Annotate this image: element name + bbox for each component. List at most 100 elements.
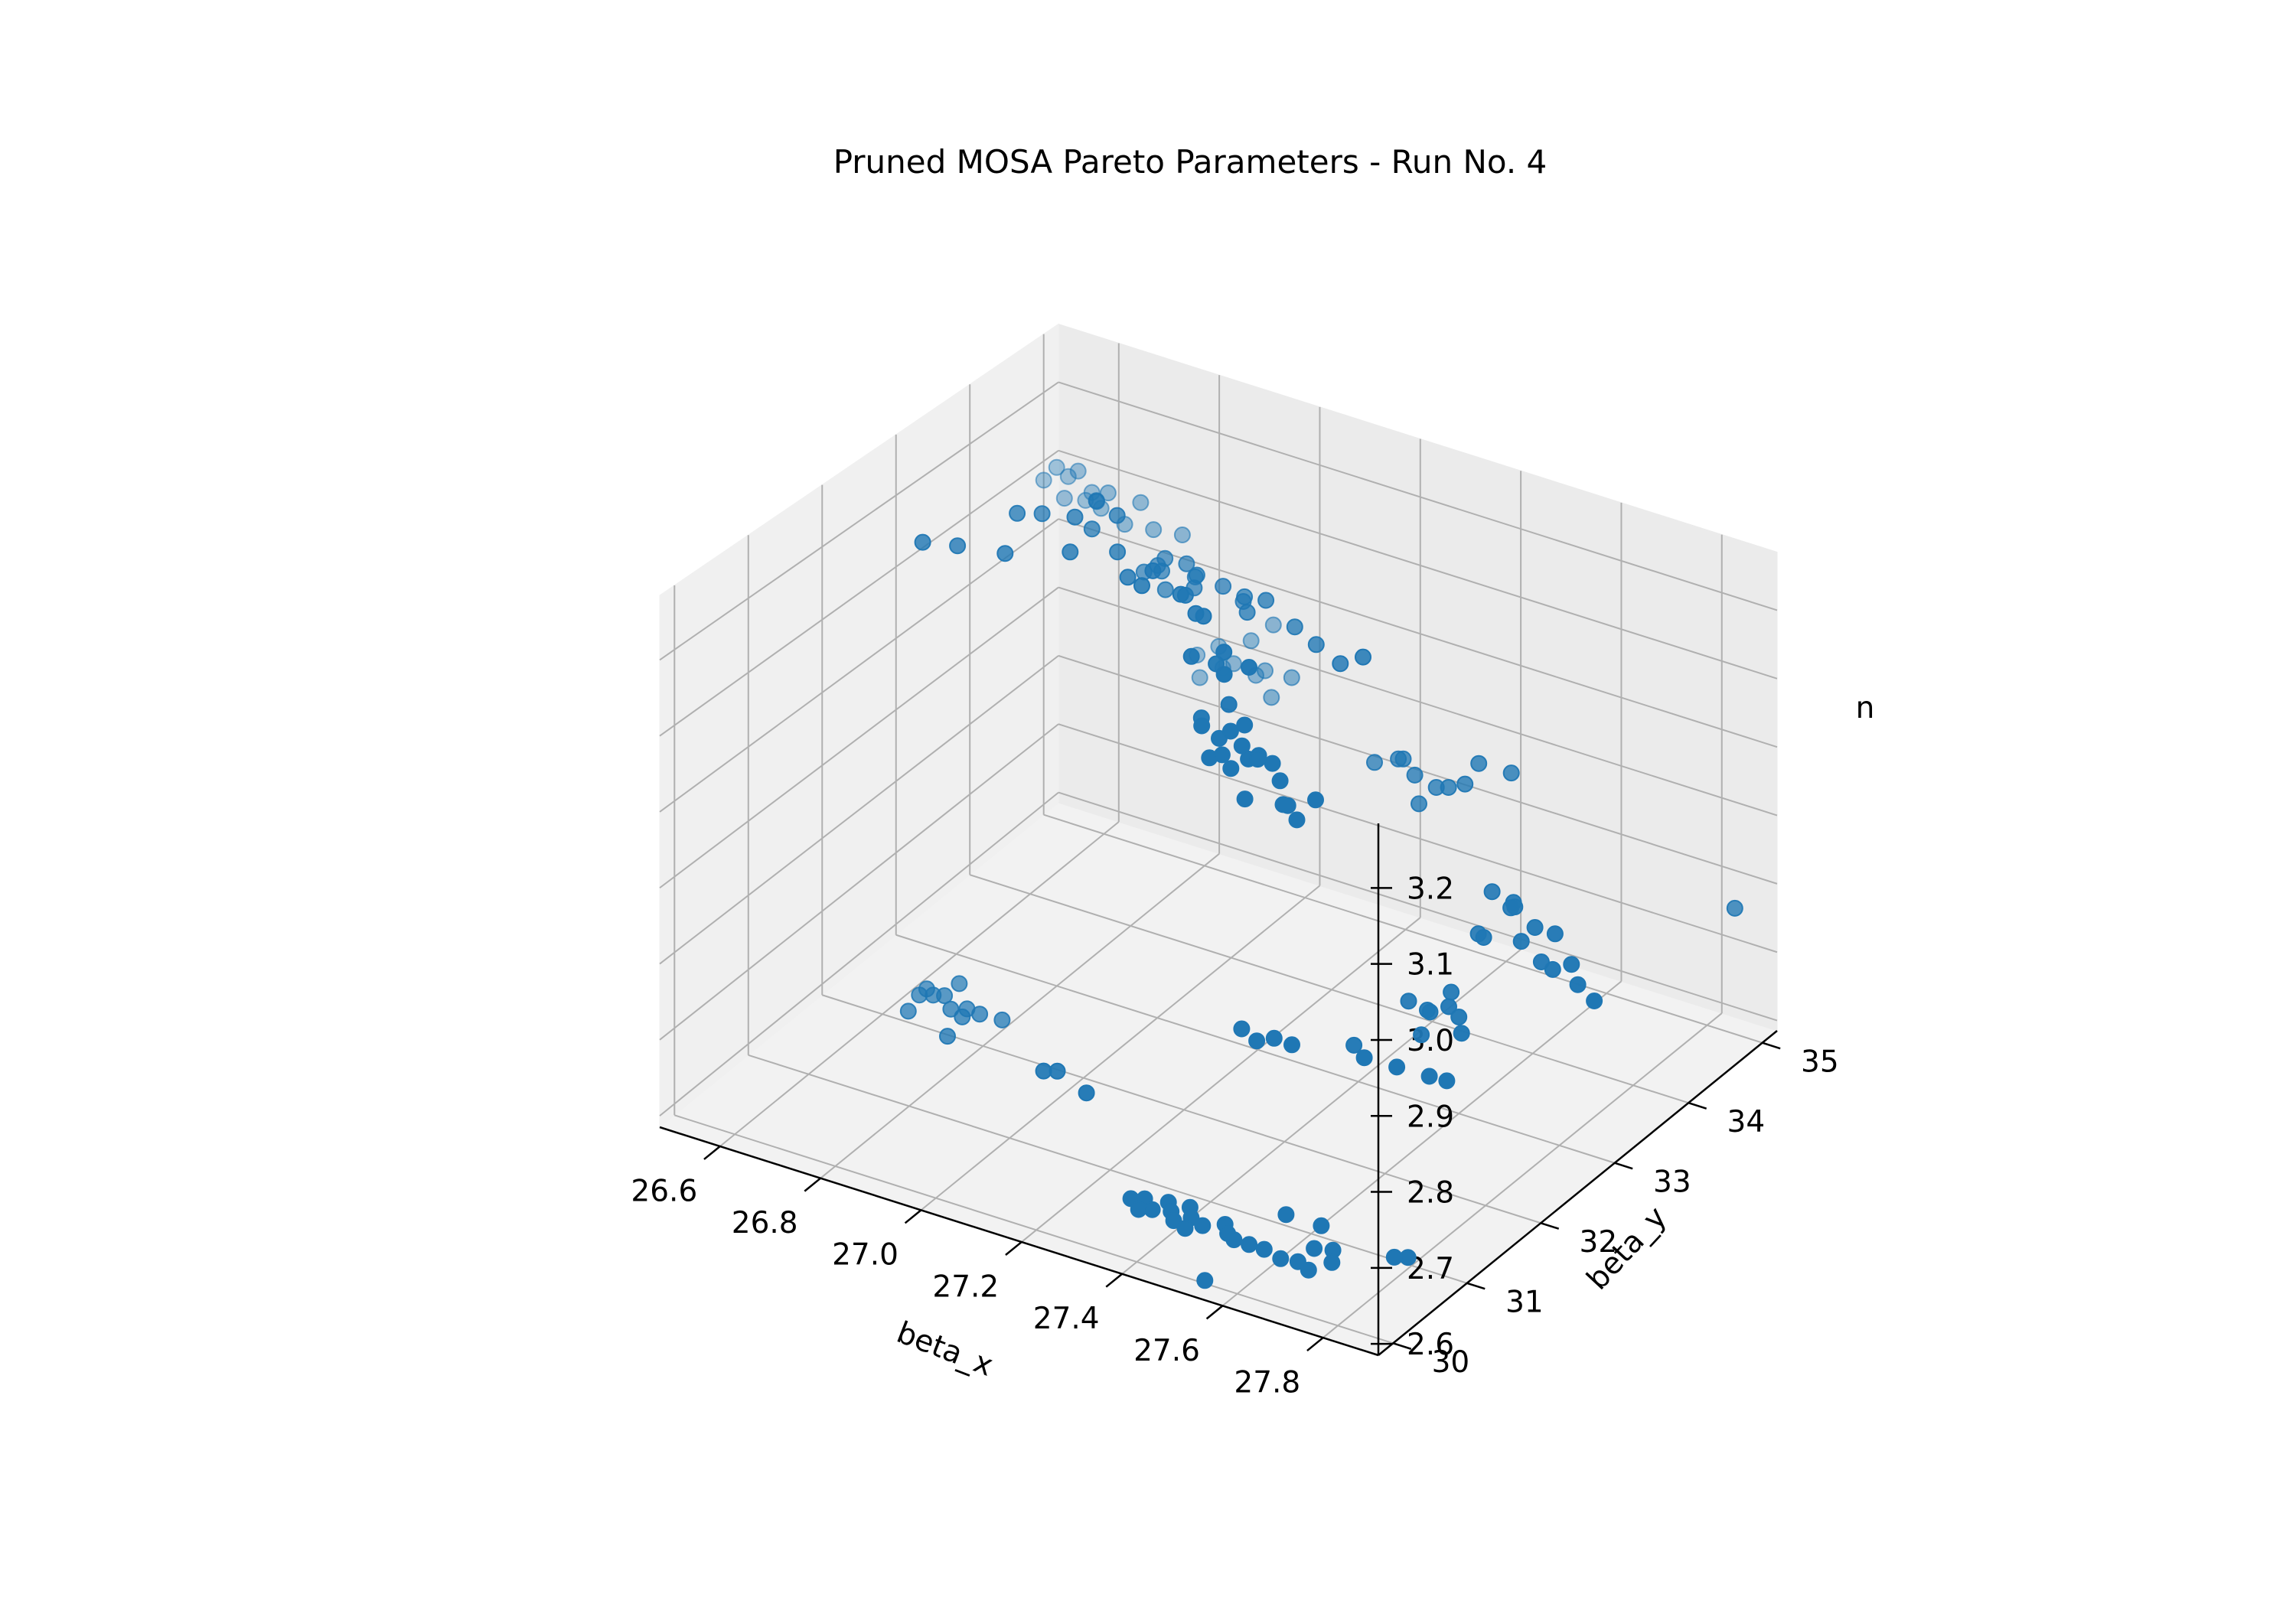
data-point	[1400, 993, 1417, 1010]
gridline-z-back	[1058, 381, 1778, 611]
data-point	[1035, 1062, 1052, 1080]
gridline-z-side	[659, 723, 1059, 1041]
data-point	[1286, 618, 1303, 636]
data-point	[1475, 929, 1492, 946]
data-point	[1108, 507, 1126, 524]
data-point	[1546, 925, 1564, 943]
data-point	[993, 1011, 1011, 1028]
data-point	[1248, 1032, 1266, 1050]
data-point	[1345, 1036, 1363, 1054]
x-tick-label: 27.8	[1234, 1365, 1300, 1400]
data-point	[911, 986, 928, 1004]
data-point	[1271, 772, 1289, 790]
data-point	[939, 1028, 956, 1045]
data-point	[1366, 754, 1383, 771]
y-tick	[1762, 1041, 1781, 1050]
data-point	[1283, 669, 1300, 686]
data-point	[936, 987, 954, 1005]
data-point	[1277, 1206, 1295, 1224]
data-point	[1532, 953, 1550, 970]
data-point	[1483, 883, 1501, 901]
data-point	[1307, 791, 1324, 809]
gridline-z-side	[659, 381, 1059, 661]
data-point	[1394, 750, 1412, 768]
data-point	[1502, 764, 1520, 782]
data-point	[1035, 471, 1052, 489]
axis-lines	[659, 823, 1778, 1357]
gridline-y-floor	[969, 874, 1689, 1104]
z-tick-label: 2.9	[1407, 1100, 1454, 1134]
data-point	[1569, 976, 1587, 993]
data-point	[1109, 543, 1127, 561]
y-axis-line	[1378, 1030, 1778, 1356]
data-point	[1506, 898, 1524, 916]
data-point	[1033, 505, 1051, 523]
y-tick	[1688, 1102, 1707, 1110]
data-point	[1440, 779, 1457, 796]
gridline-z-back	[1058, 723, 1778, 953]
z-tick-label: 2.6	[1407, 1328, 1454, 1362]
y-tick-label: 32	[1580, 1225, 1618, 1260]
data-point	[1099, 484, 1117, 502]
gridline-z-back	[1058, 518, 1778, 748]
data-point	[1300, 1261, 1317, 1279]
data-point	[1355, 648, 1371, 666]
data-point	[1586, 993, 1603, 1009]
z-axis-label: n	[1856, 691, 1875, 725]
data-point	[1526, 919, 1544, 936]
data-point	[1443, 983, 1460, 1001]
data-point	[1220, 696, 1238, 713]
data-point	[1470, 755, 1488, 772]
x-tick	[904, 1209, 922, 1224]
gridline-z-back	[1058, 586, 1778, 817]
data-point	[1726, 899, 1743, 917]
data-point	[1438, 1072, 1456, 1090]
gridline-y-floor	[1043, 813, 1763, 1044]
data-point	[1225, 655, 1242, 673]
data-point	[1062, 543, 1079, 561]
data-point	[1421, 1003, 1439, 1021]
data-point	[1144, 562, 1162, 579]
data-point	[1264, 616, 1282, 634]
z-tick-label: 3.2	[1407, 872, 1454, 906]
gridline-x-floor	[1221, 980, 1623, 1307]
axis-panes	[658, 323, 1779, 1356]
data-point	[1355, 1049, 1373, 1067]
scatter-points	[899, 458, 1743, 1289]
y-tick	[1614, 1162, 1633, 1170]
data-point	[1215, 666, 1233, 683]
data-point	[1009, 504, 1026, 522]
data-point	[914, 533, 931, 551]
z-tick-label: 3.1	[1407, 948, 1454, 983]
gridline-x-floor	[820, 852, 1220, 1179]
x-tick-label: 26.8	[732, 1206, 798, 1240]
data-point	[1156, 581, 1174, 598]
data-point	[1055, 490, 1073, 507]
z-tick-label: 3.0	[1407, 1024, 1454, 1058]
data-point	[949, 537, 967, 555]
y-tick	[1392, 1342, 1412, 1350]
data-point	[1411, 795, 1427, 813]
data-point	[1145, 521, 1163, 539]
data-point	[1236, 790, 1254, 808]
data-point	[1242, 632, 1260, 650]
y-tick-label: 35	[1801, 1045, 1839, 1080]
data-point	[1195, 608, 1212, 625]
x-tick	[703, 1146, 721, 1160]
y-tick	[1466, 1282, 1486, 1290]
data-point	[1182, 647, 1200, 665]
data-point	[1078, 1084, 1095, 1102]
x-tick	[1205, 1305, 1224, 1320]
data-point	[1173, 526, 1191, 543]
data-point	[1385, 1248, 1403, 1266]
data-point	[1194, 1217, 1212, 1234]
gridline-y-floor	[748, 1054, 1468, 1284]
data-point	[1172, 585, 1189, 603]
data-point	[1048, 458, 1065, 476]
data-point	[1236, 716, 1254, 734]
data-point	[1307, 636, 1325, 654]
data-point	[1188, 566, 1205, 584]
gridline-z-side	[659, 518, 1059, 813]
gridline-z-back	[1058, 449, 1778, 680]
data-point	[1332, 655, 1349, 673]
